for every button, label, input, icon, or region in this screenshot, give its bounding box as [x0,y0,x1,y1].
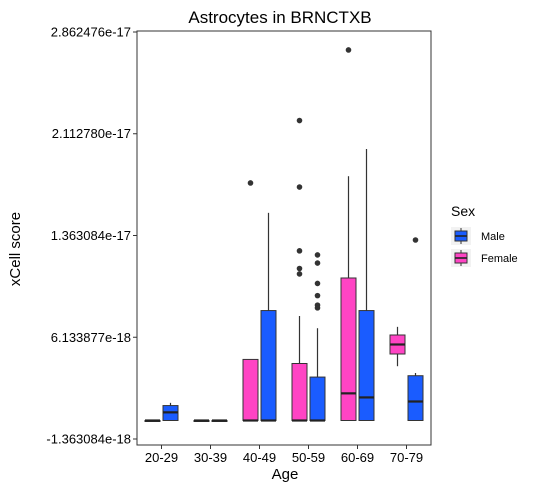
box-female [340,277,357,421]
x-tick-label: 50-59 [292,450,325,465]
x-tick-label: 30-39 [194,450,227,465]
outlier-point [296,248,303,254]
outlier-point [314,305,321,311]
box-male [407,375,424,421]
y-tick-label: 6.133877e-18 [51,330,131,345]
legend: Sex Male Female [451,203,518,267]
outlier-point [314,252,321,258]
legend-label: Female [481,253,518,265]
box-male [260,310,277,422]
outlier-point [296,184,303,190]
legend-label: Male [481,231,505,243]
outlier-point [314,260,321,266]
outlier-point [296,271,303,277]
y-tick-label: 1.363084e-17 [51,228,131,243]
plot-panel [136,30,432,446]
y-tick-label: 2.862476e-17 [51,25,131,40]
y-axis-title: xCell score [7,212,24,286]
x-tick-label: 70-79 [390,450,423,465]
outlier-point [314,292,321,299]
x-tick-label: 60-69 [341,450,374,465]
x-axis-title: Age [272,466,299,483]
box-female [242,358,259,422]
x-tick-label: 20-29 [145,450,178,465]
x-tick-label: 40-49 [243,450,276,465]
box-male [358,310,375,422]
outlier-point [345,47,352,53]
y-tick-label: 2.112780e-17 [52,126,131,141]
y-axis: -1.363084e-18 6.133877e-18 1.363084e-17 2.1… [46,25,137,447]
outlier-point [412,237,419,243]
outlier-point [296,265,303,272]
x-axis: 20-29 30-39 40-49 50-59 60-69 70-79 [145,445,423,465]
y-tick-label: -1.363084e-18 [46,432,131,447]
outlier-point [314,280,321,287]
outlier-point [247,180,254,186]
outlier-point [296,117,303,124]
box-female [291,362,308,421]
box-male [309,376,326,421]
box-group [144,47,424,422]
legend-title: Sex [451,203,475,219]
chart-title: Astrocytes in BRNCTXB [188,8,371,27]
